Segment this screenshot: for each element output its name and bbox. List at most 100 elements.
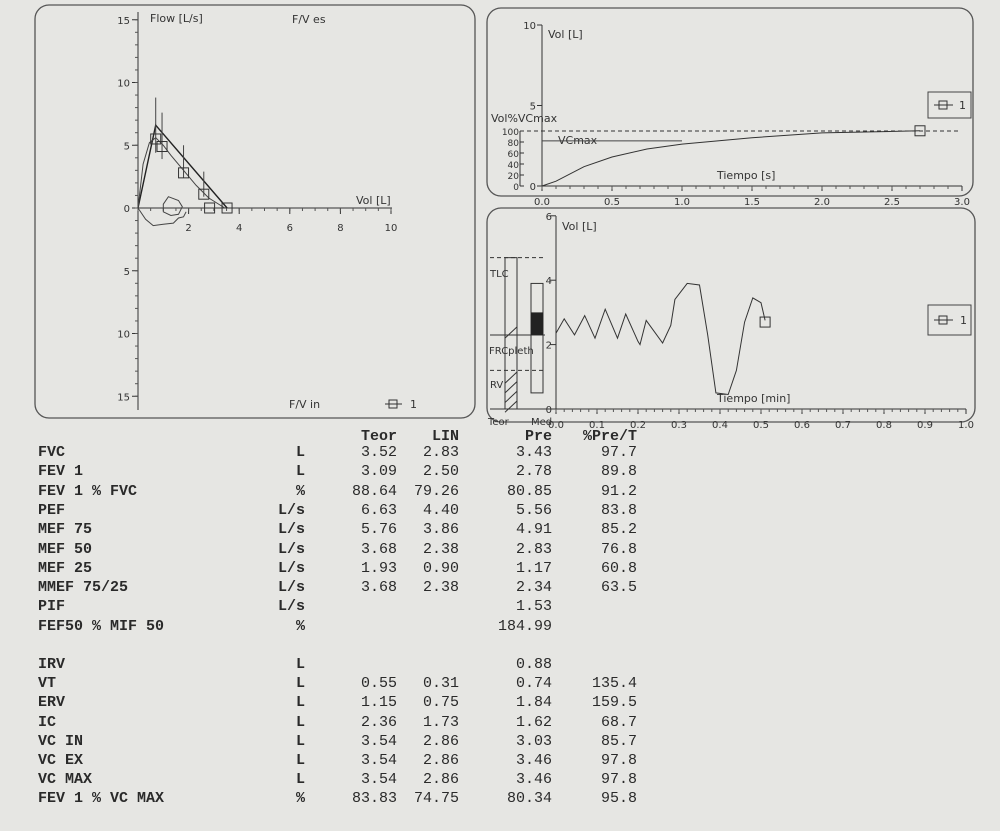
cell-lin: 2.83: [422, 444, 459, 461]
table-row: FVC L 3.52 2.83 3.43 97.7: [0, 444, 700, 462]
cell-unit: %: [295, 482, 305, 500]
cell-name: VC EX: [38, 752, 84, 769]
table-row: IRV L 0.88: [0, 656, 700, 674]
table-row: FEF50 % MIF 50% 184.99: [0, 618, 700, 636]
cell-unit: L: [295, 771, 305, 789]
vt-x-tick-label: 3.0: [954, 197, 970, 208]
sp-hatch: [504, 371, 518, 384]
cell-name: MMEF 75/25: [38, 579, 129, 597]
cell-unit: L/s: [277, 540, 305, 558]
charts-area: Flow [L/s] F/V es Vol [L] F/V in 1 Vol […: [34, 4, 976, 430]
cell-pct: 85.7: [600, 732, 637, 750]
cell-pre: 1.17: [515, 559, 552, 577]
cell-unit: L/s: [277, 559, 305, 577]
cell-teor: 3.68: [360, 579, 397, 597]
fv-y-label: Flow [L/s]: [150, 12, 203, 25]
sp-x-tick-label: 1.0: [958, 420, 974, 430]
sp-x-tick-label: 0.0: [548, 420, 564, 430]
cell-name: FEV 1 % FVC: [38, 482, 138, 500]
cell-name: FEV 1 % VC MAX: [38, 790, 165, 808]
square-marker-icon: [938, 315, 948, 325]
cell-teor: 3.52: [360, 444, 397, 461]
cell-name: VT: [38, 675, 57, 693]
vt-y-tick-label: 5: [530, 102, 536, 113]
sp-hatch: [504, 326, 518, 339]
cell-pct: 85.2: [600, 521, 637, 539]
cell-unit: L: [295, 444, 305, 461]
svg-text:1: 1: [960, 314, 967, 327]
fv-top-label: F/V es: [292, 13, 326, 26]
cell-pct: 159.5: [591, 694, 637, 712]
cell-lin: 0.31: [422, 675, 459, 693]
vt-y-tick-label: 10: [523, 21, 536, 32]
cell-pct: 97.8: [600, 752, 637, 769]
cell-unit: L: [295, 675, 305, 693]
cell-pct: 135.4: [591, 675, 637, 693]
cell-pre: 2.34: [515, 579, 552, 597]
cell-lin: 2.50: [422, 463, 459, 481]
vt-y2-tick-label: 60: [508, 150, 520, 160]
svg-text:1: 1: [410, 398, 417, 411]
cell-name: PEF: [38, 501, 66, 519]
table-row: MEF 75 L/s 5.76 3.86 4.91 85.2: [0, 521, 700, 539]
cell-pre: 80.85: [506, 482, 552, 500]
cell-name: FVC: [38, 444, 66, 461]
table-row: FEV 1 % FVC% 88.64 79.26 80.85 91.2: [0, 483, 700, 501]
fv-y-tick-label: 5: [124, 267, 130, 278]
sp-tlc-label: TLC: [489, 269, 509, 280]
table-row: PEF L/s 6.63 4.40 5.56 83.8: [0, 502, 700, 520]
cell-teor: 3.54: [360, 771, 397, 789]
sp-legend: 1: [927, 304, 972, 336]
cell-pre: 3.46: [515, 752, 552, 769]
fv-y-tick-label: 0: [124, 204, 130, 215]
table-header: Teor LIN Pre %Pre/T: [0, 428, 700, 446]
fv-predicted-line: [137, 123, 228, 209]
fv-predicted-marker: [178, 167, 190, 179]
flow-volume-panel: [34, 4, 476, 419]
table-row: MEF 50 L/s 3.68 2.38 2.83 76.8: [0, 541, 700, 559]
sp-curve: [555, 282, 766, 396]
sp-x-tick-label: 0.4: [712, 420, 728, 430]
header-teor: Teor: [360, 428, 397, 445]
cell-teor: 88.64: [351, 482, 397, 500]
cell-pre: 0.88: [515, 656, 552, 673]
sp-med-bar-fill: [531, 312, 543, 335]
cell-teor: 6.63: [360, 501, 397, 519]
cell-unit: L: [295, 694, 305, 712]
vt-legend: 1: [927, 91, 972, 119]
cell-unit: L: [295, 752, 305, 769]
fv-x-label: Vol [L]: [356, 194, 391, 207]
sp-x-tick-label: 0.9: [917, 420, 933, 430]
sp-y-tick-label: 4: [546, 276, 552, 287]
cell-pre: 3.43: [515, 444, 552, 461]
table-row: FEV 1 L 3.09 2.50 2.78 89.8: [0, 463, 700, 481]
cell-teor: 5.76: [360, 521, 397, 539]
cell-pre: 0.74: [515, 675, 552, 693]
fv-predicted-marker: [150, 133, 162, 145]
table-row: ERV L 1.15 0.75 1.84 159.5: [0, 694, 700, 712]
cell-unit: L: [295, 463, 305, 481]
vt-marker: [914, 125, 926, 137]
cell-unit: L/s: [277, 579, 305, 597]
sp-hatch: [504, 400, 518, 413]
fv-inspiratory-curve: [137, 207, 187, 227]
cell-pct: 91.2: [600, 482, 637, 500]
cell-pre: 1.84: [515, 694, 552, 712]
cell-teor: 1.93: [360, 559, 397, 577]
vt-x-tick-label: 0.0: [534, 197, 550, 208]
cell-unit: %: [295, 617, 305, 635]
square-marker-icon: [938, 100, 948, 110]
cell-lin: 2.86: [422, 752, 459, 769]
cell-pct: 95.8: [600, 790, 637, 808]
sp-hatch: [504, 390, 518, 403]
table-row: IC L 2.36 1.73 1.62 68.7: [0, 714, 700, 732]
cell-lin: 2.86: [422, 771, 459, 789]
sp-rv-label: RV: [490, 380, 503, 391]
fv-predicted-marker: [221, 202, 233, 214]
fv-x-tick-label: 4: [236, 223, 242, 234]
vt-y-label: Vol [L]: [548, 28, 583, 41]
fv-legend: 1: [385, 398, 417, 411]
vt-x-label: Tiempo [s]: [716, 169, 775, 182]
cell-name: ERV: [38, 694, 66, 712]
sp-x-label: Tiempo [min]: [716, 392, 790, 405]
